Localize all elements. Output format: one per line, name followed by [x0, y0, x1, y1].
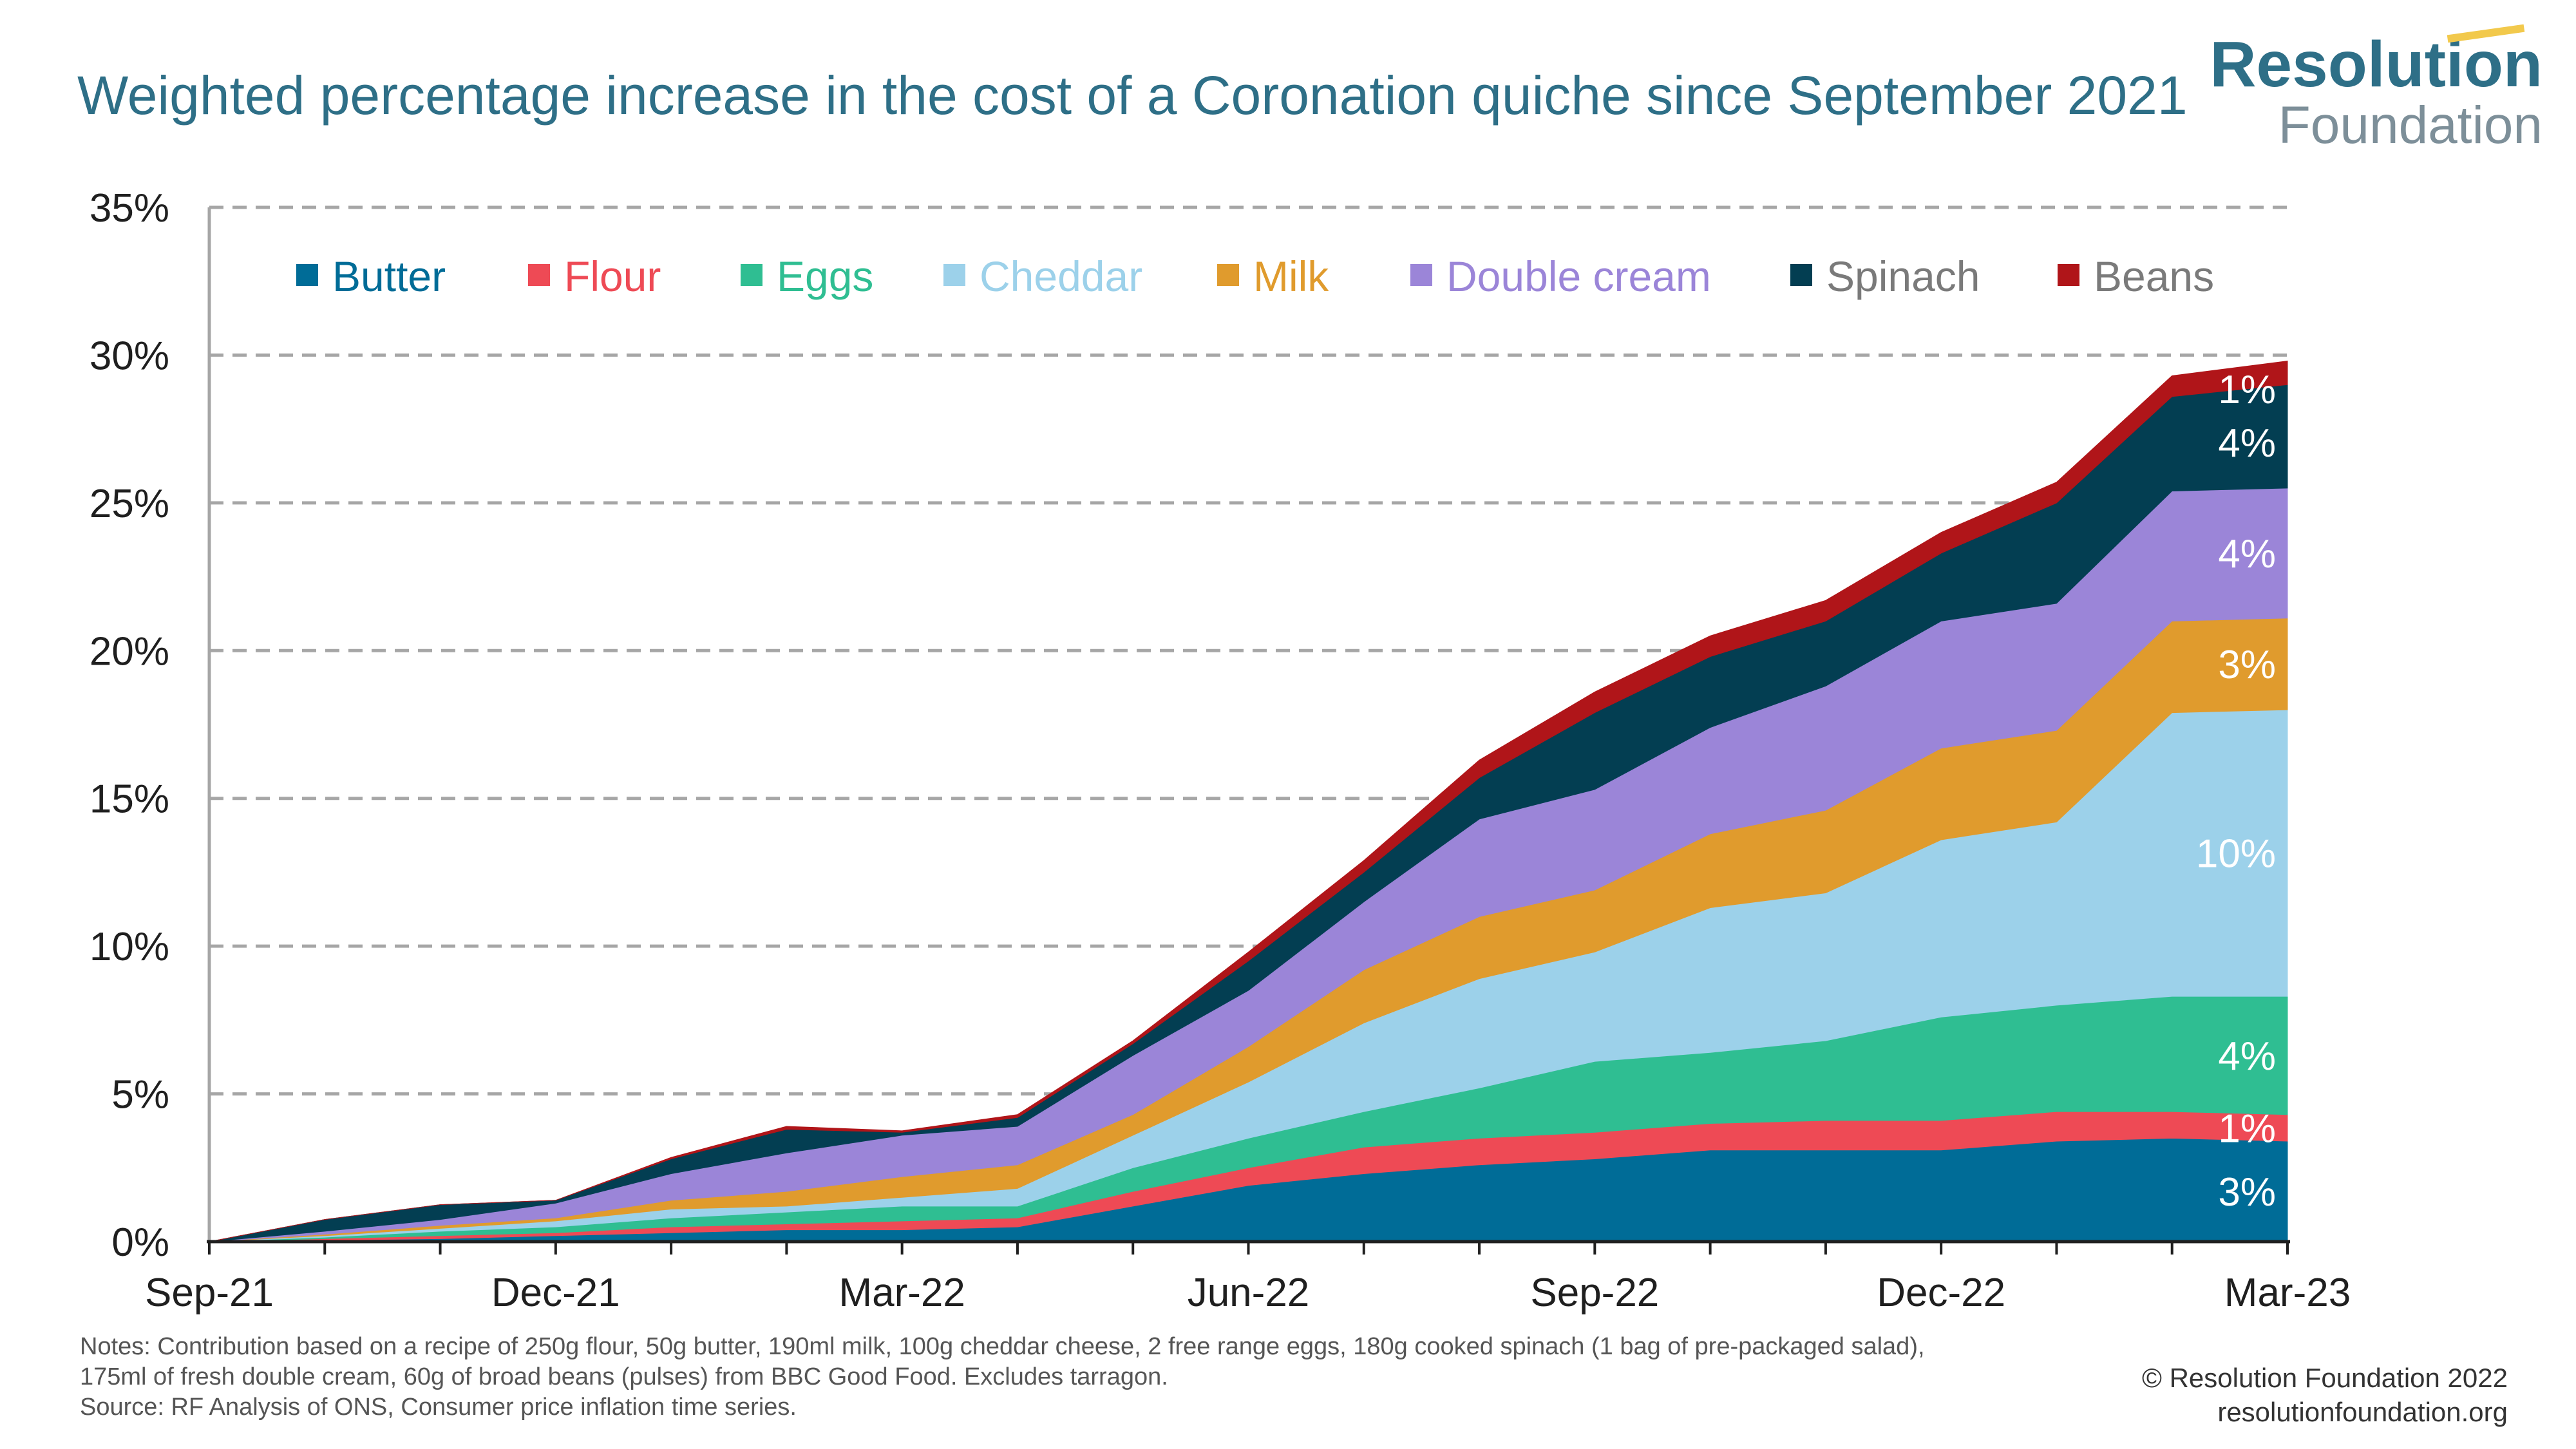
logo-wordmark: Resolution — [2210, 28, 2543, 100]
end-labels: 1% 4% 4% 3% 10% 4% 1% 3% — [2196, 368, 2276, 1215]
legend-swatch-eggs — [741, 264, 762, 286]
end-label-milk: 3% — [2218, 643, 2276, 687]
legend-label-flour: Flour — [564, 252, 661, 300]
legend-swatch-beans — [2058, 264, 2079, 286]
axes: 0% 5% 10% 15% 20% 25% 30% 35% Sep-21 Dec-21 Mar-22… — [90, 186, 2351, 1315]
y-tick-label: 25% — [90, 482, 169, 526]
y-tick-label: 35% — [90, 186, 169, 231]
end-label-beans: 1% — [2218, 368, 2276, 412]
x-tick-label: Mar-22 — [838, 1271, 965, 1315]
end-label-cheddar: 10% — [2196, 832, 2276, 876]
y-tick-label: 5% — [111, 1073, 169, 1117]
legend-label-double-cream: Double cream — [1446, 252, 1711, 300]
legend-swatch-flour — [528, 264, 550, 286]
area-beans — [209, 361, 2288, 1242]
y-tick-label: 10% — [90, 925, 169, 969]
legend-label-beans: Beans — [2094, 252, 2214, 300]
end-label-eggs: 4% — [2218, 1034, 2276, 1079]
area-series — [209, 361, 2288, 1242]
x-tick-label: Sep-22 — [1530, 1271, 1659, 1315]
y-tick-label: 30% — [90, 334, 169, 378]
legend-swatch-double-cream — [1410, 264, 1432, 286]
legend-swatch-cheddar — [943, 264, 965, 286]
legend-swatch-butter — [296, 264, 318, 286]
legend-label-spinach: Spinach — [1826, 252, 1980, 300]
legend: Butter Flour Eggs Cheddar Milk Double cream Sp… — [296, 252, 2214, 300]
logo-subtitle: Foundation — [2278, 96, 2543, 155]
notes-source-line: Source: RF Analysis of ONS, Consumer pri… — [80, 1394, 797, 1421]
x-tick-label: Mar-23 — [2224, 1271, 2351, 1315]
notes-line-1: Notes: Contribution based on a recipe of… — [80, 1333, 1925, 1360]
legend-label-cheddar: Cheddar — [980, 252, 1142, 300]
resolution-foundation-logo: Resolution Foundation — [2210, 24, 2543, 155]
notes-line-2: 175ml of fresh double cream, 60g of broa… — [80, 1363, 1168, 1390]
y-tick-label: 0% — [111, 1220, 169, 1265]
legend-label-butter: Butter — [332, 252, 446, 300]
x-tick-label: Dec-21 — [491, 1271, 620, 1315]
x-tick-label: Sep-21 — [145, 1271, 274, 1315]
legend-swatch-spinach — [1790, 264, 1812, 286]
legend-label-eggs: Eggs — [777, 252, 873, 300]
copyright-text: © Resolution Foundation 2022 — [2141, 1363, 2508, 1393]
end-label-spinach: 4% — [2218, 421, 2276, 466]
legend-label-milk: Milk — [1253, 252, 1329, 300]
x-tick-label: Dec-22 — [1877, 1271, 2005, 1315]
end-label-double-cream: 4% — [2218, 532, 2276, 576]
chart-notes: Notes: Contribution based on a recipe of… — [80, 1332, 2141, 1423]
end-label-flour: 1% — [2218, 1106, 2276, 1151]
website-text: resolutionfoundation.org — [2217, 1397, 2508, 1427]
x-tick-label: Jun-22 — [1188, 1271, 1310, 1315]
copyright-block: © Resolution Foundation 2022 resolutionf… — [2142, 1361, 2508, 1429]
legend-swatch-milk — [1217, 264, 1239, 286]
page-title: Weighted percentage increase in the cost… — [77, 65, 2188, 126]
y-tick-label: 15% — [90, 777, 169, 822]
end-label-butter: 3% — [2218, 1170, 2276, 1215]
y-tick-label: 20% — [90, 629, 169, 674]
